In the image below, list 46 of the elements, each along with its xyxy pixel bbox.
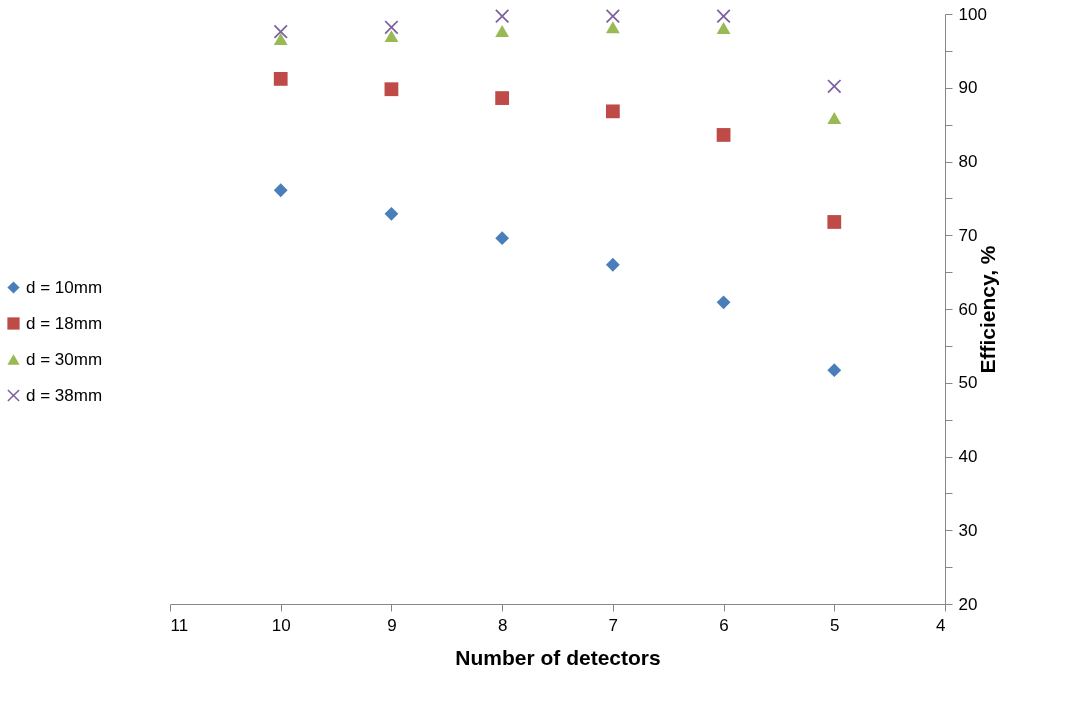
point (273, 33, 288, 46)
x-axis-title: Number of detectors (455, 645, 661, 669)
point (716, 295, 731, 310)
legend-label: d = 10mm (26, 277, 103, 297)
point (827, 215, 842, 229)
y-tick-label: 100 (958, 4, 987, 24)
point (716, 128, 731, 142)
x-tick-label: 11 (170, 615, 189, 635)
point (495, 9, 510, 24)
y-tick-label: 90 (958, 78, 978, 98)
y-tick-label: 80 (958, 152, 978, 171)
point (384, 82, 399, 97)
y-tick-label: 50 (958, 373, 978, 393)
legend-label: d = 30mm (26, 349, 103, 369)
y-tick-label: 20 (958, 594, 978, 614)
point (605, 104, 620, 119)
point (495, 24, 510, 37)
x-tick-label: 4 (936, 615, 946, 635)
x-tick-label: 8 (497, 615, 508, 635)
point (716, 22, 731, 34)
point (495, 91, 510, 105)
legend-label: d = 38mm (26, 385, 103, 405)
x-tick-label: 10 (271, 615, 291, 635)
x-tick-label: 9 (387, 615, 397, 635)
point (384, 20, 399, 35)
y-tick-label: 30 (958, 520, 978, 540)
x-tick-label: 7 (608, 615, 619, 635)
point (605, 9, 620, 24)
point (273, 183, 288, 198)
point (273, 24, 288, 39)
x-tick-label: 5 (830, 615, 840, 635)
x-tick-label: 6 (719, 615, 729, 635)
point (273, 72, 288, 86)
point (384, 30, 399, 43)
point (384, 206, 399, 221)
y-tick-label: 70 (958, 225, 978, 245)
point (827, 363, 842, 378)
point (827, 112, 842, 124)
point (495, 231, 510, 246)
point (605, 257, 620, 272)
legend-label: d = 18mm (26, 313, 103, 333)
y-tick-label: 60 (958, 299, 978, 319)
point (605, 21, 620, 34)
y-tick-label: 40 (958, 447, 978, 466)
point (716, 9, 731, 24)
point (827, 79, 842, 94)
